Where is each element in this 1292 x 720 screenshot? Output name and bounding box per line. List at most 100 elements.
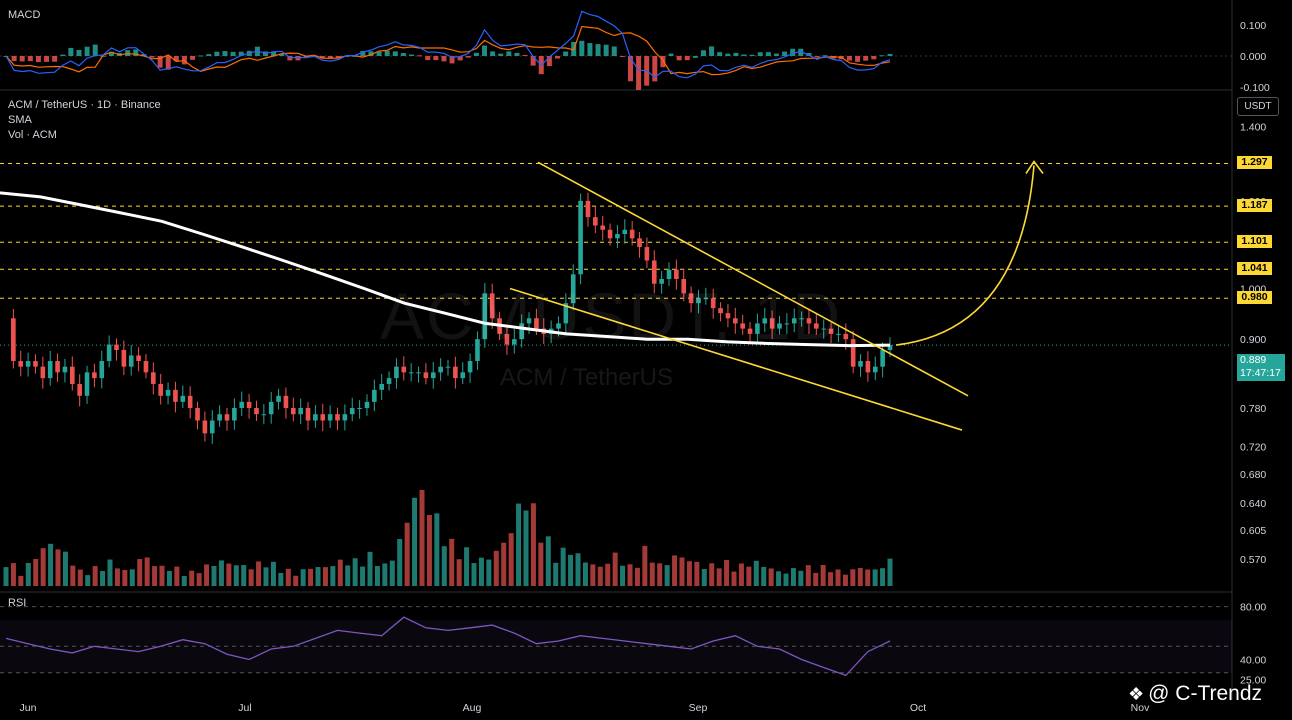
candle-body	[504, 333, 510, 345]
candle-body	[696, 298, 701, 304]
volume-bar	[805, 565, 811, 586]
volume-bar	[686, 561, 692, 586]
candle-body	[607, 229, 613, 239]
volume-bar	[464, 547, 470, 586]
candle-body	[423, 372, 429, 379]
current-price-value: 0.889	[1240, 354, 1267, 366]
brand-signature: ❖ @ C-Trendz	[1128, 682, 1262, 706]
candle-body	[578, 200, 583, 275]
candle-body	[386, 378, 392, 384]
currency-unit-button[interactable]: USDT	[1237, 97, 1279, 116]
macd-histogram-bar	[449, 56, 455, 64]
macd-histogram-bar	[855, 56, 861, 62]
volume-legend[interactable]: Vol · ACM	[8, 129, 57, 141]
volume-bar	[114, 568, 120, 586]
volume-bar	[285, 568, 291, 586]
candle-body	[283, 395, 289, 408]
macd-histogram-bar	[709, 46, 715, 56]
candle-body	[47, 361, 53, 379]
binance-logo-icon: ❖	[1128, 684, 1145, 704]
candle-body	[342, 414, 348, 421]
volume-bar	[820, 565, 826, 586]
macd-histogram-bar	[360, 50, 366, 56]
macd-histogram-bar	[514, 52, 520, 56]
candle-body	[872, 366, 878, 373]
candle-body	[600, 225, 605, 230]
volume-bar	[449, 538, 455, 586]
candle-body	[232, 407, 237, 421]
volume-bar	[181, 576, 187, 586]
sma-legend[interactable]: SMA	[8, 114, 32, 126]
volume-bar	[642, 545, 648, 586]
candle-body	[195, 407, 200, 421]
volume-bar	[672, 555, 678, 586]
wedge-upper-line	[537, 161, 969, 397]
volume-bar	[545, 536, 551, 586]
candle-body	[482, 293, 488, 340]
volume-bar	[33, 558, 39, 586]
candle-body	[92, 372, 97, 379]
candle-body	[128, 355, 134, 367]
macd-histogram-bar	[327, 56, 333, 59]
price-tick-label: 1.400	[1240, 122, 1266, 134]
candle-body	[217, 414, 222, 421]
volume-bar	[813, 572, 819, 586]
macd-histogram-bar	[846, 56, 852, 61]
volume-bar	[77, 569, 83, 586]
volume-bar	[798, 570, 804, 586]
volume-bar	[731, 571, 737, 586]
macd-histogram-bar	[44, 56, 50, 62]
candle-body	[239, 401, 245, 408]
volume-bar	[85, 575, 91, 586]
volume-bar	[412, 497, 418, 586]
volume-bar	[478, 557, 484, 586]
macd-label[interactable]: MACD	[8, 9, 41, 21]
macd-histogram-bar	[773, 53, 779, 56]
candle-body	[460, 372, 466, 379]
macd-histogram-bar	[749, 54, 755, 56]
candle-body	[681, 278, 687, 294]
rsi-panel[interactable]	[0, 606, 1232, 677]
macd-histogram-bar	[392, 51, 398, 56]
volume-bar	[716, 568, 722, 586]
macd-histogram-bar	[700, 50, 706, 56]
macd-histogram-bar	[522, 54, 528, 56]
candle-body	[814, 323, 819, 329]
volume-bars	[3, 489, 893, 586]
volume-bar	[25, 562, 31, 586]
macd-histogram-bar	[100, 55, 106, 57]
volume-bar	[55, 549, 61, 586]
volume-bar	[634, 567, 640, 586]
volume-bar	[374, 566, 380, 586]
macd-histogram-bar	[441, 56, 447, 62]
volume-bar	[48, 543, 54, 586]
macd-tick-label: 0.100	[1240, 20, 1266, 32]
macd-panel[interactable]	[0, 10, 1232, 90]
symbol-title[interactable]: ACM / TetherUS · 1D · Binance	[8, 99, 161, 111]
candle-body	[254, 407, 259, 415]
volume-bar	[471, 563, 477, 586]
macd-histogram-bar	[206, 54, 212, 56]
candle-body	[769, 318, 775, 329]
sma-line	[0, 191, 891, 348]
macd-histogram-bar	[636, 56, 642, 90]
candle-body	[320, 414, 326, 421]
resistance-levels	[0, 162, 1232, 346]
candle-body	[276, 395, 281, 402]
volume-bar	[70, 565, 76, 586]
candle-body	[880, 349, 885, 367]
macd-histogram-bar	[271, 51, 277, 56]
wedge-lower-line	[509, 287, 963, 431]
volume-bar	[233, 565, 239, 586]
candle-body	[475, 339, 480, 362]
volume-bar	[144, 557, 150, 586]
candle-body	[202, 420, 208, 434]
volume-bar	[865, 569, 871, 586]
candle-body	[791, 318, 797, 324]
candle-body	[55, 361, 60, 373]
volume-bar	[850, 569, 856, 586]
candle-body	[246, 401, 252, 408]
rsi-label[interactable]: RSI	[8, 597, 27, 609]
candle-body	[688, 293, 694, 304]
